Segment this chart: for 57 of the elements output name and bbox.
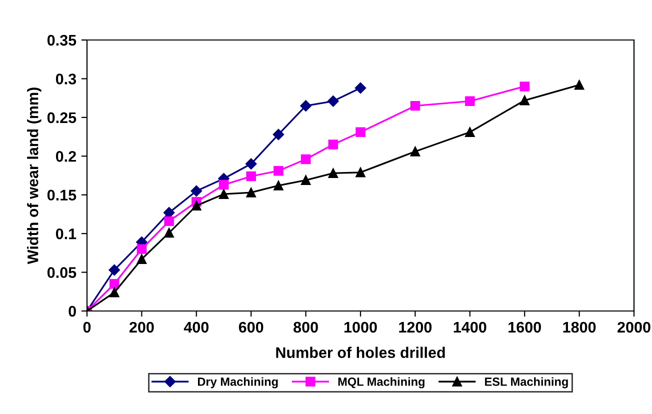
point	[465, 127, 475, 137]
point	[164, 216, 174, 226]
legend-label: Dry Machining	[198, 377, 278, 388]
point	[109, 279, 120, 289]
x-tick-label: 2000	[618, 322, 650, 333]
x-tick-label: 1000	[344, 322, 377, 333]
x-tick-label: 600	[238, 322, 264, 333]
point	[300, 154, 311, 164]
y-tick-label: 0.1	[56, 228, 76, 240]
point	[328, 96, 339, 107]
y-tick-label: 0.2	[56, 151, 76, 162]
point	[356, 168, 366, 178]
point	[465, 96, 475, 106]
point	[354, 82, 366, 94]
point	[410, 100, 420, 111]
point	[520, 96, 530, 106]
y-tick-label: 0.3	[56, 74, 76, 84]
x-tick-label: 800	[294, 322, 318, 333]
y-tick-label: 0.05	[47, 267, 76, 278]
y-axis-title: Width of wear land (mm)	[27, 88, 42, 264]
legend-label: ESL Machining	[485, 377, 568, 388]
x-tick-label: 1200	[399, 322, 432, 333]
point	[108, 264, 120, 276]
point	[328, 140, 338, 150]
x-tick-label: 0	[83, 322, 91, 333]
point	[274, 166, 284, 176]
point	[274, 180, 284, 190]
point	[218, 180, 229, 190]
y-tick-label: 0.15	[47, 190, 76, 201]
x-tick-label: 1800	[563, 322, 596, 333]
point	[246, 188, 256, 198]
point	[190, 185, 202, 197]
point	[300, 175, 311, 186]
point	[300, 100, 312, 112]
point	[164, 228, 174, 238]
x-tick-label: 200	[129, 322, 154, 333]
y-tick-label: 0.25	[47, 112, 76, 124]
point	[356, 127, 366, 137]
point	[574, 80, 584, 90]
x-tick-label: 1400	[454, 322, 486, 333]
x-axis-title: Number of holes drilled	[276, 346, 445, 358]
x-tick-label: 1600	[508, 322, 541, 333]
y-tick-label: 0	[68, 306, 76, 317]
point	[328, 168, 338, 178]
y-tick-label: 0.35	[47, 34, 76, 46]
point	[218, 189, 229, 199]
point	[136, 254, 147, 264]
point	[245, 158, 257, 170]
point	[272, 128, 284, 140]
point	[246, 171, 256, 182]
point	[410, 146, 420, 156]
point	[136, 244, 147, 254]
legend-label: MQL Machining	[338, 377, 424, 388]
point	[520, 82, 530, 92]
point	[192, 200, 202, 211]
point	[109, 288, 120, 298]
x-tick-label: 400	[184, 322, 209, 333]
